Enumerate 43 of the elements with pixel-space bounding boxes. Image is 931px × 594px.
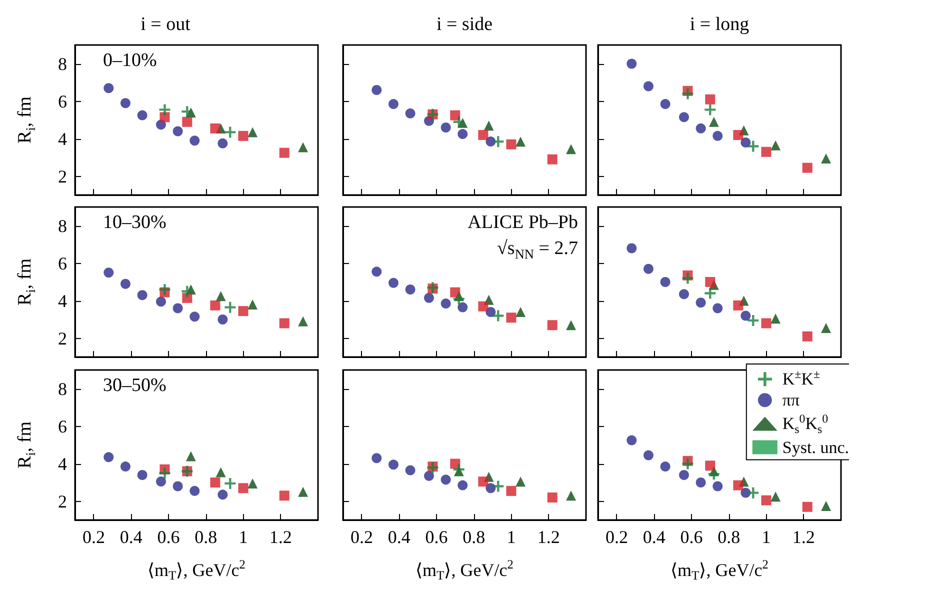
x-tick-label: 1 [506,527,516,547]
y-tick-label: 6 [58,91,67,112]
y-tick-label: 4 [58,454,67,474]
x-tick-label: 0.4 [642,527,666,547]
chart-title: i = out [140,14,192,35]
x-tick-label: 0.8 [718,527,740,547]
annotation: 10–30% [103,212,166,233]
x-tick-label: 0.8 [462,527,486,547]
y-tick-label: 6 [58,253,67,274]
annotation: 30–50% [103,375,166,396]
x-tick-label: 0.6 [680,527,703,547]
y-tick-label: 4 [58,128,67,149]
x-tick-label: 0.4 [120,527,142,547]
x-tick-label: 0.2 [605,527,628,547]
y-tick-label: 2 [58,166,67,186]
x-tick-label: 0.6 [425,527,448,547]
chart-title: i = long [690,14,750,35]
y-tick-label: 4 [58,290,67,311]
y-axis-title: Ri, fm [14,96,38,144]
legend-label: Syst. unc. [782,438,850,457]
legend-label: K±K± [782,367,820,389]
x-tick-label: 0.2 [82,527,105,547]
y-tick-label: 8 [58,216,67,236]
x-tick-label: 0.6 [157,527,180,547]
chart-title: i = side [436,14,493,35]
y-tick-label: 6 [58,416,67,436]
x-tick-label: 0.8 [194,527,218,547]
y-tick-label: 8 [58,378,67,399]
y-tick-label: 2 [58,491,67,512]
y-axis-title: Ri, fm [14,258,38,306]
annotation: 0–10% [103,50,157,71]
x-tick-label: 1 [238,527,248,547]
x-tick-label: 1.2 [537,527,560,547]
x-tick-label: 0.2 [350,527,373,547]
x-tick-label: 1.2 [269,527,292,547]
y-tick-label: 8 [58,54,67,74]
legend-label: ππ [782,390,800,410]
x-tick-label: 1 [762,527,771,547]
x-tick-label: 0.4 [388,527,410,547]
x-tick-label: 1.2 [792,527,815,547]
annotation: ALICE Pb–Pb [468,212,578,233]
y-tick-label: 2 [58,328,67,348]
y-axis-title: Ri, fm [14,421,38,468]
